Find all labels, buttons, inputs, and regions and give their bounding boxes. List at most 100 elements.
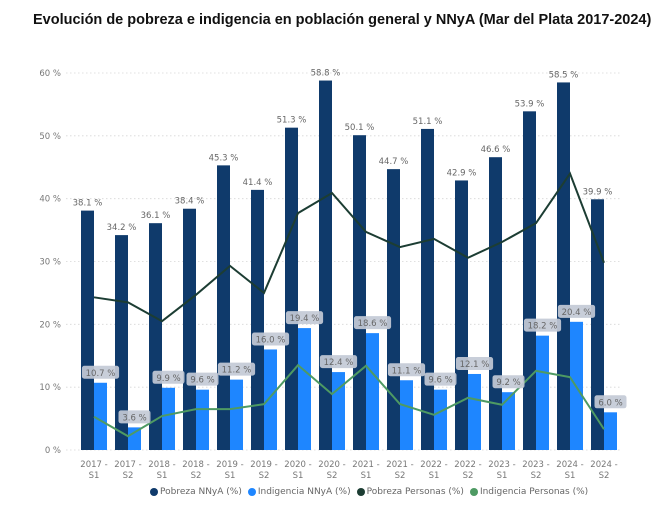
data-label-pobreza-nnya: 44.7 % xyxy=(379,157,409,167)
legend-label: Pobreza NNyA (%) xyxy=(160,487,242,497)
y-tick-label: 30 % xyxy=(39,258,61,268)
data-label-indigencia-nnya: 12.4 % xyxy=(324,358,354,368)
bar-pobreza-nnya xyxy=(285,127,298,450)
data-label-indigencia-nnya: 3.6 % xyxy=(122,413,146,423)
legend-dot-icon xyxy=(247,488,256,496)
data-label-pobreza-nnya: 45.3 % xyxy=(209,153,239,163)
x-tick-label: S2 xyxy=(327,471,338,480)
bar-pobreza-nnya xyxy=(319,80,332,450)
bar-pobreza-nnya xyxy=(115,235,128,450)
data-label-bg xyxy=(118,410,151,424)
y-tick-label: 40 % xyxy=(39,195,61,205)
bar-pobreza-nnya xyxy=(591,199,604,450)
data-label-indigencia-nnya: 12.1 % xyxy=(460,360,490,370)
data-label-indigencia-nnya: 10.7 % xyxy=(86,369,116,379)
data-label-indigencia-nnya: 9.9 % xyxy=(156,374,180,384)
bar-pobreza-nnya xyxy=(455,180,468,450)
data-label-pobreza-nnya: 51.3 % xyxy=(277,116,307,126)
x-tick-label: S1 xyxy=(225,471,236,480)
x-tick-label: 2021 - xyxy=(386,460,413,470)
x-tick-label: 2023 - xyxy=(522,460,549,470)
bar-pobreza-nnya xyxy=(353,135,366,450)
bar-pobreza-nnya xyxy=(81,210,94,450)
data-label-pobreza-nnya: 41.4 % xyxy=(243,178,273,188)
data-label-indigencia-nnya: 19.4 % xyxy=(290,314,320,324)
bar-pobreza-nnya xyxy=(523,111,536,450)
legend-item[interactable]: Pobreza Personas (%) xyxy=(356,487,464,497)
bar-pobreza-nnya xyxy=(183,208,196,450)
data-label-bg xyxy=(557,304,596,318)
x-tick-label: S2 xyxy=(191,471,202,480)
x-tick-label: 2022 - xyxy=(420,460,447,470)
data-label-pobreza-nnya: 50.1 % xyxy=(345,123,375,133)
x-tick-label: S2 xyxy=(259,471,270,480)
y-tick-label: 20 % xyxy=(39,320,61,330)
bar-indigencia-nnya xyxy=(400,380,413,450)
x-tick-label: S1 xyxy=(429,471,440,480)
legend-label: Indigencia Personas (%) xyxy=(479,487,589,497)
data-label-pobreza-nnya: 51.1 % xyxy=(413,117,443,127)
data-label-pobreza-nnya: 53.9 % xyxy=(515,99,545,109)
x-tick-label: 2018 - xyxy=(148,460,175,470)
bar-indigencia-nnya xyxy=(230,379,243,450)
data-label-bg xyxy=(285,311,324,325)
data-label-bg xyxy=(152,370,185,384)
data-label-pobreza-nnya: 58.5 % xyxy=(549,70,579,80)
x-tick-label: 2019 - xyxy=(250,460,277,470)
data-label-bg xyxy=(594,395,627,409)
bar-pobreza-nnya xyxy=(489,157,502,451)
legend-label: Indigencia NNyA (%) xyxy=(257,487,351,497)
data-label-indigencia-nnya: 9.6 % xyxy=(428,376,452,386)
legend-item[interactable]: Pobreza NNyA (%) xyxy=(150,487,242,497)
x-tick-label: S2 xyxy=(531,471,542,480)
data-label-pobreza-nnya: 34.2 % xyxy=(107,223,137,233)
x-tick-label: S2 xyxy=(463,471,474,480)
bar-pobreza-nnya xyxy=(149,223,162,450)
data-label-indigencia-nnya: 20.4 % xyxy=(562,308,592,318)
legend-dot-icon xyxy=(469,488,478,496)
data-label-pobreza-nnya: 39.9 % xyxy=(583,187,613,197)
legend: Pobreza NNyA (%) Indigencia NNyA (%) Pobre… xyxy=(150,487,588,497)
x-tick-label: 2024 - xyxy=(556,460,583,470)
data-label-indigencia-nnya: 18.6 % xyxy=(358,319,388,329)
bar-indigencia-nnya xyxy=(604,412,617,450)
data-label-bg xyxy=(319,355,358,369)
x-tick-label: 2020 - xyxy=(318,460,345,470)
bar-pobreza-nnya xyxy=(251,189,264,450)
data-label-pobreza-nnya: 42.9 % xyxy=(447,168,477,178)
x-tick-label: 2024 - xyxy=(590,460,617,470)
data-label-bg xyxy=(492,375,525,389)
data-label-indigencia-nnya: 18.2 % xyxy=(528,322,558,332)
x-tick-label: S2 xyxy=(599,471,610,480)
data-label-bg xyxy=(523,318,562,332)
bar-pobreza-nnya xyxy=(421,128,434,450)
data-labels: 38.1 % 10.7 % 34.2 % 3.6 % 36.1 % 9.9 % 38.4 %… xyxy=(73,69,627,424)
bar-indigencia-nnya xyxy=(434,389,447,450)
data-label-bg xyxy=(387,363,426,377)
data-label-pobreza-nnya: 46.6 % xyxy=(481,145,511,155)
data-label-pobreza-nnya: 36.1 % xyxy=(141,211,171,221)
legend-label: Pobreza Personas (%) xyxy=(366,487,464,497)
bar-indigencia-nnya xyxy=(162,387,175,450)
data-label-pobreza-nnya: 38.4 % xyxy=(175,197,205,207)
bar-indigencia-nnya xyxy=(94,382,107,450)
bar-indigencia-nnya xyxy=(366,333,379,450)
data-label-bg xyxy=(455,356,494,370)
data-label-pobreza-nnya: 58.8 % xyxy=(311,69,341,79)
x-tick-label: S1 xyxy=(361,471,372,480)
data-label-bg xyxy=(251,332,290,346)
data-label-indigencia-nnya: 11.2 % xyxy=(222,366,252,376)
bars xyxy=(81,80,617,451)
data-label-pobreza-nnya: 38.1 % xyxy=(73,199,103,209)
bar-indigencia-nnya xyxy=(128,427,141,450)
y-axis: 0 % 10 % 20 % 30 % 40 % 50 % 60 % xyxy=(39,69,61,456)
bar-indigencia-nnya xyxy=(468,373,481,450)
bar-indigencia-nnya xyxy=(264,349,277,450)
legend-item[interactable]: Indigencia Personas (%) xyxy=(469,487,589,497)
legend-item[interactable]: Indigencia NNyA (%) xyxy=(247,487,351,497)
legend-dot-icon xyxy=(356,488,365,496)
y-tick-label: 10 % xyxy=(39,383,61,393)
data-label-bg xyxy=(424,372,457,386)
data-label-bg xyxy=(217,362,256,376)
x-tick-label: 2023 - xyxy=(488,460,515,470)
